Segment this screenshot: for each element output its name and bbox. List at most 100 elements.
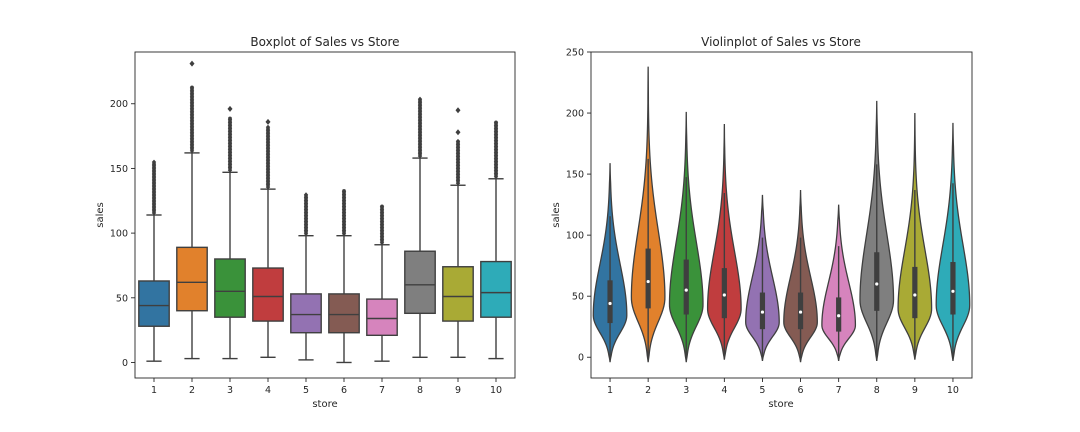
box-outlier-point: [151, 159, 157, 165]
box-outlier-point: [417, 147, 423, 153]
violinplot-y-axis: 0 50 100 150 200 250: [566, 48, 591, 364]
violin-median-dot: [913, 293, 917, 297]
boxplot-xtick-label: 5: [303, 385, 309, 396]
box-outlier-point: [341, 207, 347, 213]
box-outlier-point: [265, 133, 271, 139]
violinplot-x-axis: 1 2 3 4 5 6 7 8 9 10: [607, 378, 959, 396]
boxplot-panel: Boxplot of Sales vs Store 0 50 100 150 200 1…: [95, 35, 516, 410]
box-outlier-point: [341, 213, 347, 219]
box-outlier-point: [455, 165, 461, 171]
box-outlier-point: [341, 198, 347, 204]
violinplot-marks: [592, 66, 971, 363]
box-outlier-point: [493, 165, 499, 171]
violin-store-7: [821, 204, 857, 361]
boxplot-xtick-label: 1: [151, 385, 157, 396]
box-outlier-point: [189, 112, 195, 118]
box-outlier-point: [493, 159, 499, 165]
box-outlier-point: [455, 162, 461, 168]
box-outlier-point: [151, 174, 157, 180]
box-outlier-point: [265, 142, 271, 148]
box-outlier-point: [227, 134, 233, 140]
box-store-7: [366, 204, 398, 362]
box-store-8: [404, 96, 436, 359]
box-outlier-point: [303, 225, 309, 231]
violin-store-9: [897, 113, 933, 360]
box-outlier-point: [379, 210, 385, 216]
box-outlier-point: [455, 156, 461, 162]
boxplot-ylabel: sales: [95, 202, 106, 227]
violinplot-ylabel: sales: [551, 202, 562, 227]
violinplot-xtick-label: 3: [683, 385, 689, 396]
box-iqr: [366, 298, 398, 337]
box-outlier-point: [493, 123, 499, 129]
violinplot-ytick-label: 250: [566, 48, 584, 59]
violinplot-title: Violinplot of Sales vs Store: [701, 35, 861, 49]
boxplot-ytick-label: 50: [116, 293, 128, 304]
boxplot-xtick-label: 8: [417, 385, 423, 396]
box-outlier-point: [189, 139, 195, 145]
box-iqr: [214, 258, 246, 318]
violinplot-panel: Violinplot of Sales vs Store 05010015020…: [551, 35, 973, 410]
box-outlier-point: [227, 131, 233, 137]
violin-store-4: [706, 124, 742, 360]
violin-median-dot: [837, 314, 841, 318]
box-outlier-point: [151, 180, 157, 186]
box-outlier-point: [303, 216, 309, 222]
box-outliers: [227, 105, 233, 173]
box-outlier-point: [303, 207, 309, 213]
box-outlier-point: [417, 120, 423, 126]
box-outlier-point: [341, 210, 347, 216]
box-outlier-point: [265, 181, 271, 187]
box-outlier-point: [341, 231, 347, 237]
box-outlier-point: [151, 207, 157, 213]
boxplot-title: Boxplot of Sales vs Store: [250, 35, 399, 49]
box-outlier-point: [493, 147, 499, 153]
box-outlier-point: [189, 88, 195, 94]
box-outlier-point: [265, 148, 271, 154]
box-outlier-point: [265, 151, 271, 157]
box-outlier-point: [417, 108, 423, 114]
box-outlier-point: [227, 161, 233, 167]
box-outlier-point: [303, 213, 309, 219]
box-outlier-point: [455, 141, 461, 147]
box-outlier-point: [455, 159, 461, 165]
box-outlier-point: [303, 228, 309, 234]
box-outlier-point: [303, 195, 309, 201]
box-outlier-point: [189, 94, 195, 100]
boxplot-xlabel: store: [312, 399, 337, 410]
violin-store-10: [935, 122, 971, 361]
box-outlier-point: [227, 158, 233, 164]
box-outlier-point: [455, 171, 461, 177]
box-outliers: [341, 189, 347, 237]
box-outlier-point: [493, 168, 499, 174]
box-outlier-point: [265, 178, 271, 184]
box-outlier-point: [265, 118, 271, 125]
box-outlier-point: [151, 198, 157, 204]
boxplot-xtick-label: 7: [379, 385, 385, 396]
violin-median-dot: [646, 279, 650, 284]
box-outlier-point: [379, 204, 385, 210]
box-outlier-point: [189, 103, 195, 109]
box-outlier-point: [227, 116, 233, 122]
box-outlier-point: [303, 222, 309, 228]
violinplot-xtick-label: 4: [721, 385, 727, 396]
box-outliers: [189, 60, 195, 154]
violin-median-dot: [608, 301, 612, 306]
box-outliers: [493, 120, 499, 180]
box-outlier-point: [455, 107, 461, 114]
violinplot-xtick-label: 10: [947, 385, 959, 396]
box-outlier-point: [227, 105, 233, 112]
box-outlier-point: [227, 167, 233, 173]
box-outlier-point: [417, 123, 423, 129]
box-outlier-point: [151, 210, 157, 216]
box-outlier-point: [455, 153, 461, 159]
box-outlier-point: [455, 180, 461, 186]
box-outlier-point: [493, 135, 499, 141]
box-outlier-point: [227, 125, 233, 131]
box-outlier-point: [417, 117, 423, 123]
violin-iqr-bar: [874, 252, 880, 311]
box-outlier-point: [303, 192, 309, 198]
violin-store-5: [745, 194, 780, 361]
violinplot-ytick-label: 150: [566, 170, 584, 181]
box-outlier-point: [379, 228, 385, 234]
